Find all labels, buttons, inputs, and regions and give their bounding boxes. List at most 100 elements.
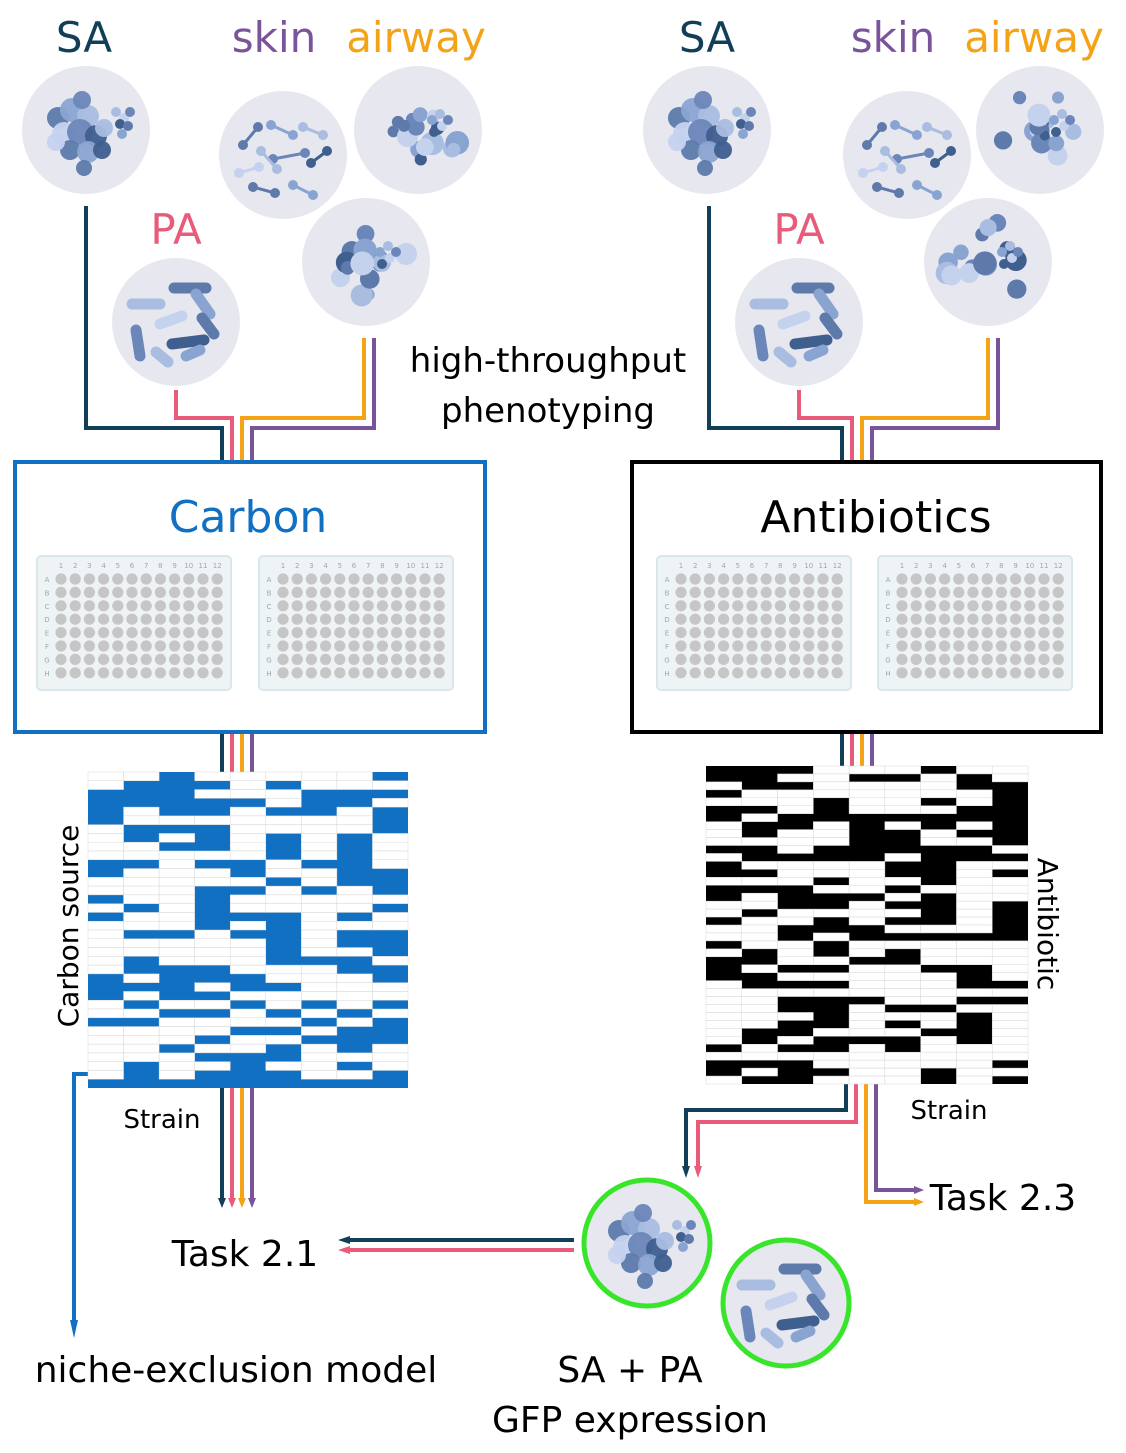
- dish-airway-right: [976, 66, 1104, 194]
- plate-col-label: 2: [914, 562, 918, 570]
- plate-col-label: 7: [764, 562, 768, 570]
- plate-row-label: B: [665, 589, 670, 597]
- plate-row-label: D: [885, 616, 890, 624]
- plate-col-label: 2: [693, 562, 697, 570]
- plate-row-label: H: [266, 670, 271, 678]
- plate-col-label: 1: [900, 562, 904, 570]
- plate-col-label: 11: [819, 562, 828, 570]
- plate-row-label: B: [45, 589, 50, 597]
- gfp-ring-pa: [720, 1237, 852, 1369]
- plate-row-label: A: [665, 576, 670, 584]
- plate-col-label: 4: [323, 562, 328, 570]
- plate-row-label: C: [267, 603, 272, 611]
- plate-col-label: 11: [421, 562, 430, 570]
- text-labels: SA skin airway PA SA skin airway PA high…: [35, 13, 1104, 1441]
- label-sa-right: SA: [679, 13, 735, 62]
- left-arrowheads: [70, 1198, 256, 1338]
- sa-pa-label: SA + PA: [557, 1350, 703, 1391]
- carbon-axis-label: Carbon source: [52, 825, 85, 1028]
- plate-col-label: 4: [942, 562, 947, 570]
- plate-col-label: 5: [338, 562, 342, 570]
- right-skin-line: [870, 338, 1000, 462]
- label-skin-right: skin: [851, 13, 936, 62]
- dish-airway2-left: [302, 198, 430, 326]
- niche-model-label: niche-exclusion model: [35, 1350, 438, 1391]
- plate-col-label: 6: [971, 562, 976, 570]
- plate-row-label: G: [664, 656, 669, 664]
- plate-col-label: 12: [833, 562, 842, 570]
- plate-col-label: 8: [778, 562, 782, 570]
- culture-dishes: [22, 66, 1104, 386]
- plate-row-label: C: [665, 603, 670, 611]
- plate-row-label: G: [885, 656, 890, 664]
- plate-row-label: E: [886, 630, 890, 638]
- label-sa-left: SA: [56, 13, 112, 62]
- plate-col-label: 5: [736, 562, 740, 570]
- plate-col-label: 11: [1040, 562, 1049, 570]
- plate-col-label: 8: [158, 562, 162, 570]
- label-htp-line1: high-throughput: [410, 341, 686, 381]
- label-airway-left: airway: [346, 13, 486, 62]
- task23-label: Task 2.3: [929, 1178, 1076, 1219]
- plate-row-label: G: [44, 656, 49, 664]
- gfp-coculture: [581, 1177, 852, 1369]
- plate-col-label: 6: [750, 562, 755, 570]
- plate-col-label: 11: [199, 562, 208, 570]
- plate-col-label: 7: [985, 562, 989, 570]
- antibiotic-axis-label: Antibiotic: [1031, 858, 1064, 991]
- gfp-expression-label: GFP expression: [492, 1400, 768, 1441]
- dish-pa-right: [735, 258, 863, 386]
- plate-row-label: E: [45, 630, 49, 638]
- plate-row-label: H: [44, 670, 49, 678]
- plate-row-label: E: [665, 630, 669, 638]
- plate-col-label: 5: [116, 562, 120, 570]
- plate-col-label: 9: [1013, 562, 1017, 570]
- plate-col-label: 4: [101, 562, 106, 570]
- label-skin-left: skin: [232, 13, 317, 62]
- dish-sa-left: [22, 66, 150, 194]
- gfp-ring-sa: [581, 1177, 713, 1309]
- antibiotic-heatmap: [705, 765, 1029, 1085]
- strain-label-right: Strain: [910, 1096, 987, 1126]
- plate-col-label: 5: [957, 562, 961, 570]
- plate-col-label: 8: [999, 562, 1003, 570]
- plate-row-label: D: [664, 616, 669, 624]
- left-bottom-connectors: [72, 1072, 254, 1320]
- middle-connectors: [220, 732, 874, 772]
- task21-label: Task 2.1: [171, 1234, 318, 1275]
- plate-row-label: F: [267, 643, 271, 651]
- plate-col-label: 12: [1054, 562, 1063, 570]
- dish-skin-right: [843, 91, 971, 219]
- left-top-connectors: [84, 206, 376, 462]
- left-sa-line: [84, 206, 224, 462]
- plate-row-label: B: [886, 589, 891, 597]
- niche-line: [72, 1072, 88, 1320]
- plate-row-label: C: [886, 603, 891, 611]
- plate-col-label: 3: [707, 562, 711, 570]
- label-htp-line2: phenotyping: [441, 391, 655, 431]
- plate-row-label: A: [886, 576, 891, 584]
- plate-col-label: 3: [309, 562, 313, 570]
- plate-col-label: 1: [679, 562, 683, 570]
- dish-pa-left: [112, 258, 240, 386]
- right-bottom-connectors: [684, 1084, 914, 1204]
- plate-row-label: B: [267, 589, 272, 597]
- plate-col-label: 9: [172, 562, 176, 570]
- plate-row-label: D: [266, 616, 271, 624]
- plate-col-label: 10: [1025, 562, 1034, 570]
- plate-col-label: 1: [59, 562, 63, 570]
- plate-row-label: F: [665, 643, 669, 651]
- plate-row-label: H: [885, 670, 890, 678]
- plate-col-label: 6: [352, 562, 357, 570]
- plate-col-label: 7: [144, 562, 148, 570]
- left-airway-line: [240, 338, 366, 462]
- right-airway-line: [860, 338, 990, 462]
- plate-row-label: H: [664, 670, 669, 678]
- plate-row-label: G: [266, 656, 271, 664]
- plate-col-label: 12: [213, 562, 222, 570]
